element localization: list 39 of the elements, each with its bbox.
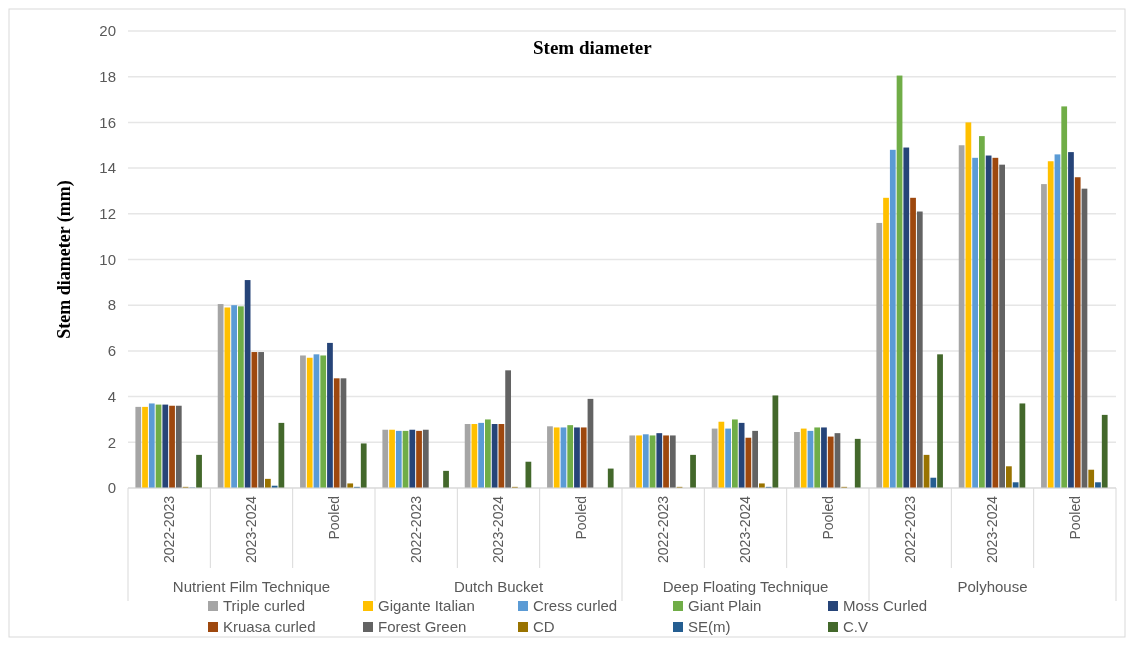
legend-label: SE(m) xyxy=(688,618,731,636)
y-tick-label: 8 xyxy=(107,296,116,314)
x-tick-label: 2022-2023 xyxy=(161,495,178,563)
x-tick-label: Pooled xyxy=(819,496,836,540)
x-tick-label: 2023-2024 xyxy=(737,495,754,563)
x-tick-label: 2022-2023 xyxy=(408,495,425,563)
legend-label: C.V xyxy=(843,618,869,636)
y-axis-title: Stem diameter (mm) xyxy=(54,180,75,339)
x-tick-label: Pooled xyxy=(1066,496,1083,540)
y-tick-label: 10 xyxy=(99,250,116,268)
text: Dutch Bucket xyxy=(453,578,544,595)
y-tick-label: 6 xyxy=(107,342,116,360)
legend-label: Moss Curled xyxy=(843,597,928,615)
x-tick-label: 2023-2024 xyxy=(490,495,507,563)
text: Deep Floating Technique xyxy=(662,578,829,595)
legend-label: Gigante Italian xyxy=(378,597,475,615)
y-tick-label: 4 xyxy=(107,387,116,405)
legend-label: Giant Plain xyxy=(688,597,762,615)
y-tick-label: 2 xyxy=(107,433,116,451)
text: Nutrient Film Technique xyxy=(172,578,331,595)
legend-label: Kruasa curled xyxy=(223,618,316,636)
y-tick-label: 0 xyxy=(107,479,116,497)
text: Polyhouse xyxy=(957,578,1028,595)
y-tick-label: 16 xyxy=(99,113,116,131)
y-tick-label: 12 xyxy=(99,205,116,223)
legend-label: Forest Green xyxy=(378,618,467,636)
x-tick-label: 2022-2023 xyxy=(655,495,672,563)
y-tick-label: 20 xyxy=(99,22,116,40)
x-tick-label: 2023-2024 xyxy=(243,495,260,563)
x-tick-label: Pooled xyxy=(325,496,342,540)
legend-label: Triple curled xyxy=(223,597,305,615)
x-tick-label: 2023-2024 xyxy=(984,495,1001,563)
y-tick-label: 18 xyxy=(99,67,116,85)
legend-label: CD xyxy=(533,618,555,636)
x-tick-label: Pooled xyxy=(572,496,589,540)
chart-title: Stem diameter xyxy=(533,37,653,58)
legend-label: Cress curled xyxy=(533,597,618,615)
x-tick-label: 2022-2023 xyxy=(902,495,919,563)
y-tick-label: 14 xyxy=(99,159,116,177)
